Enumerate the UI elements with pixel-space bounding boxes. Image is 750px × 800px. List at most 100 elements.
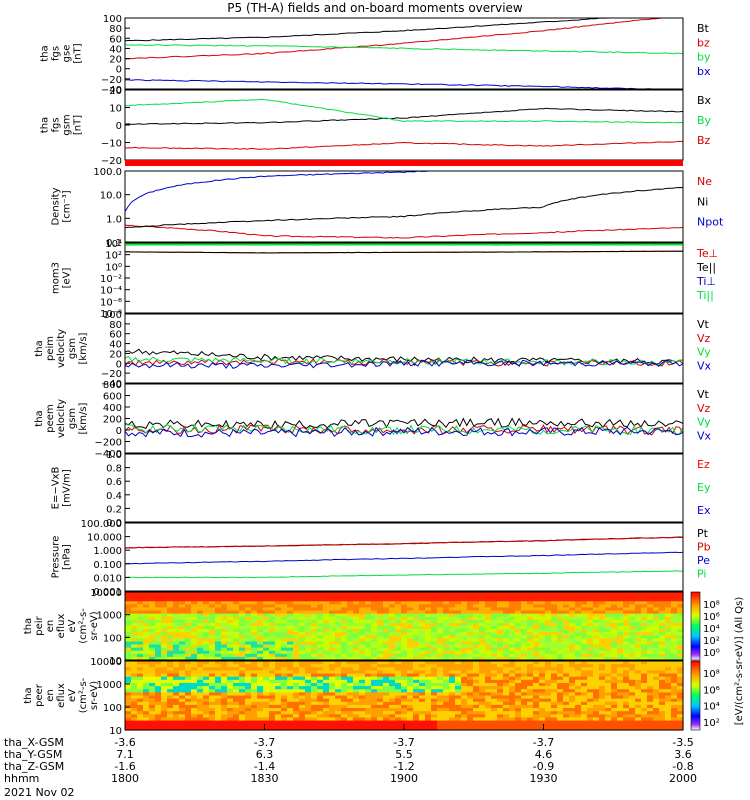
heatmap-cell [599,626,606,630]
heatmap-cell [653,650,660,655]
heatmap-cell [503,670,510,675]
heatmap-cell [329,670,336,675]
heatmap-cell [137,607,144,612]
heatmap-cell [467,670,474,675]
heatmap-cell [281,686,288,690]
heatmap-cell [257,723,264,728]
heatmap-cell [173,619,180,624]
heatmap-cell [671,670,678,675]
ylabel-line: [nT] [73,115,84,135]
heatmap-cell [581,641,588,646]
heatmap-cell [587,686,594,690]
heatmap-cell [299,607,306,612]
heatmap-cell [383,604,390,609]
heatmap-cell [485,714,492,719]
ytick-label: −20 [101,156,122,167]
ytick-label: 10.0 [100,191,122,202]
heatmap-cell [659,598,666,602]
heatmap-cell [323,701,330,706]
heatmap-cell [653,595,660,599]
heatmap-cell [251,682,258,687]
heatmap-cell [233,598,240,602]
heatmap-cell [395,626,402,630]
heatmap-cell [353,717,360,722]
heatmap-cell [629,667,636,672]
heatmap-cell [209,635,216,639]
heatmap-cell [575,726,582,731]
heatmap-cell [257,592,264,596]
heatmap-cell [497,720,504,725]
heatmap-cell [677,701,684,706]
heatmap-cell [449,723,456,728]
heatmap-cell [665,704,672,709]
heatmap-cell [533,653,540,658]
heatmap-cell [239,723,246,728]
heatmap-cell [197,664,204,668]
heatmap-cell [635,644,642,649]
heatmap-cell [365,717,372,722]
heatmap-cell [275,689,282,693]
heatmap-cell [353,650,360,655]
heatmap-cell [503,601,510,605]
heatmap-cell [479,714,486,719]
heatmap-cell [281,664,288,668]
heatmap-cell [341,717,348,722]
heatmap-cell [215,595,222,599]
heatmap-cell [293,704,300,709]
heatmap-cell [569,598,576,602]
heatmap-cell [605,601,612,605]
heatmap-cell [533,619,540,624]
heatmap-cell [311,664,318,668]
ephemeris-value: -1.6 [114,760,136,773]
heatmap-cell [617,723,624,728]
heatmap-cell [233,673,240,678]
heatmap-cell [341,711,348,715]
heatmap-cell [311,701,318,706]
heatmap-cell [509,613,516,618]
heatmap-cell [623,622,630,627]
heatmap-cell [659,714,666,719]
heatmap-cell [527,619,534,624]
legend-Pb: Pb [697,541,711,554]
heatmap-cell [635,616,642,621]
heatmap-cell [281,647,288,652]
heatmap-cell [263,720,270,725]
heatmap-cell [305,610,312,615]
heatmap-cell [677,661,684,665]
heatmap-cell [605,726,612,731]
heatmap-cell [557,670,564,675]
heatmap-cell [665,647,672,652]
heatmap-cell [149,638,156,643]
heatmap-cell [221,604,228,609]
heatmap-cell [377,704,384,709]
heatmap-cell [491,644,498,649]
heatmap-cell [281,695,288,700]
heatmap-cell [167,622,174,627]
heatmap-cell [191,647,198,652]
heatmap-cell [599,689,606,693]
heatmap-cell [635,619,642,624]
heatmap-cell [557,695,564,700]
heatmap-cell [485,664,492,668]
heatmap-cell [143,695,150,700]
heatmap-cell [677,604,684,609]
heatmap-cell [599,647,606,652]
heatmap-cell [125,676,132,681]
heatmap-cell [581,629,588,633]
heatmap-cell [515,638,522,643]
heatmap-cell [257,650,264,655]
heatmap-cell [449,653,456,658]
heatmap-cell [419,653,426,658]
heatmap-cell [353,670,360,675]
heatmap-cell [365,650,372,655]
heatmap-cell [401,607,408,612]
heatmap-cell [215,673,222,678]
heatmap-cell [419,622,426,627]
heatmap-cell [341,610,348,615]
heatmap-cell [623,695,630,700]
heatmap-cell [623,692,630,697]
heatmap-cell [203,626,210,630]
heatmap-cell [365,692,372,697]
heatmap-cell [143,704,150,709]
heatmap-cell [503,704,510,709]
